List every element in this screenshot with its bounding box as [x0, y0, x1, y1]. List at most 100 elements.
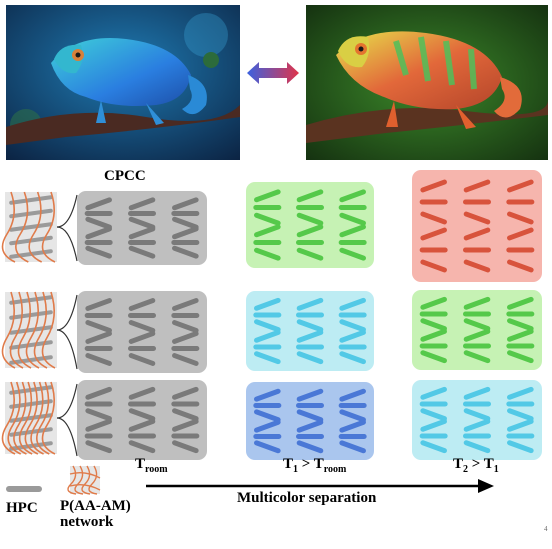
- red-green-chameleon-photo: [306, 5, 548, 160]
- helix-rod: [507, 408, 534, 422]
- helix-rod: [254, 388, 281, 402]
- helix-rod: [296, 240, 324, 245]
- helix-rod: [296, 351, 324, 365]
- helix-box-gray: [77, 291, 207, 373]
- helix-rod: [296, 247, 324, 261]
- helix-rod: [254, 297, 281, 311]
- helix-rod: [339, 212, 366, 226]
- helix-rod: [338, 312, 367, 318]
- helix-box-green: [246, 182, 374, 268]
- helix-rod: [507, 296, 534, 310]
- helix-rod: [254, 351, 281, 365]
- helix-rod: [128, 401, 156, 407]
- helix-rod: [420, 318, 447, 332]
- helix-rod: [128, 418, 156, 432]
- rod-icon: [6, 486, 42, 492]
- helix-rod: [339, 319, 366, 333]
- helix-rod: [172, 226, 199, 240]
- helix-rod: [463, 386, 491, 400]
- helix-rod: [296, 440, 324, 454]
- helix-rod: [420, 418, 447, 432]
- helix-rod: [506, 343, 535, 349]
- helix-box-gray: [77, 191, 207, 265]
- helix-rod: [172, 197, 199, 211]
- helix-rod: [507, 179, 534, 193]
- helix-rod: [172, 440, 199, 454]
- helix-rod: [85, 320, 112, 333]
- helix-rod: [420, 296, 447, 310]
- helix-rod: [463, 179, 491, 193]
- helix-rod: [296, 409, 324, 423]
- network-icon: [67, 465, 101, 495]
- helix-rod: [254, 440, 281, 454]
- helix-rod: [419, 401, 448, 407]
- helix-rod: [85, 440, 112, 454]
- helix-rod: [506, 311, 535, 317]
- helix-rod: [171, 401, 200, 407]
- helix-rod: [171, 211, 200, 216]
- helix-rod: [254, 212, 281, 226]
- helix-rod: [296, 329, 324, 343]
- helix-rod: [420, 328, 447, 342]
- helix-rod: [463, 318, 491, 332]
- helix-rod: [128, 216, 156, 230]
- helix-rod: [128, 320, 156, 333]
- helix-rod: [254, 247, 281, 261]
- helix-rod: [463, 296, 491, 310]
- page-mark: 4: [544, 525, 548, 533]
- helix-rod: [339, 329, 366, 343]
- helix-box-red: [412, 170, 542, 282]
- helix-rod: [128, 331, 156, 344]
- helix-rod: [85, 226, 112, 240]
- hpc-label: HPC: [6, 500, 38, 516]
- helix-rod: [128, 197, 156, 211]
- helix-rod: [507, 440, 534, 454]
- helix-rod: [84, 401, 113, 407]
- helix-rod: [506, 199, 535, 205]
- helix-rod: [463, 418, 491, 432]
- helix-rod: [84, 211, 113, 216]
- helix-rod: [172, 216, 199, 230]
- helix-rod: [172, 418, 199, 432]
- helix-rod: [339, 388, 366, 402]
- helix-rod: [254, 409, 281, 423]
- helix-rod: [419, 343, 448, 349]
- helix-rod: [171, 240, 200, 245]
- helix-rod: [463, 350, 491, 364]
- helix-rod: [296, 403, 324, 408]
- helix-rod: [463, 311, 491, 317]
- helix-rod: [171, 346, 200, 351]
- separation-arrow: [146, 479, 494, 493]
- helix-rod: [338, 344, 367, 350]
- helix-rod: [338, 240, 367, 245]
- helix-rod: [85, 197, 112, 211]
- helix-rod: [128, 211, 156, 216]
- helix-box-gray: [77, 380, 207, 460]
- helix-rod: [253, 240, 282, 245]
- helix-rod: [338, 403, 367, 408]
- helix-rod: [296, 388, 324, 402]
- helix-rod: [296, 344, 324, 350]
- helix-rod: [85, 418, 112, 432]
- helix-rod: [506, 401, 535, 407]
- helix-rod: [296, 312, 324, 318]
- helix-rod: [254, 189, 281, 203]
- helix-rod: [339, 247, 366, 261]
- helix-rod: [420, 386, 447, 400]
- helix-box-cyan: [412, 380, 542, 460]
- helix-rod: [171, 313, 200, 318]
- helix-rod: [463, 433, 491, 439]
- helix-rod: [463, 259, 491, 273]
- network-thumbnail: [1, 191, 78, 263]
- t1-label: T1 > Troom: [283, 456, 347, 475]
- helix-rod: [254, 419, 281, 433]
- helix-rod: [339, 409, 366, 423]
- helix-rod: [507, 386, 534, 400]
- helix-rod: [254, 319, 281, 333]
- helix-rod: [507, 227, 534, 241]
- helix-rod: [128, 440, 156, 454]
- helix-rod: [420, 227, 447, 241]
- helix-rod: [339, 440, 366, 454]
- helix-rod: [339, 189, 366, 203]
